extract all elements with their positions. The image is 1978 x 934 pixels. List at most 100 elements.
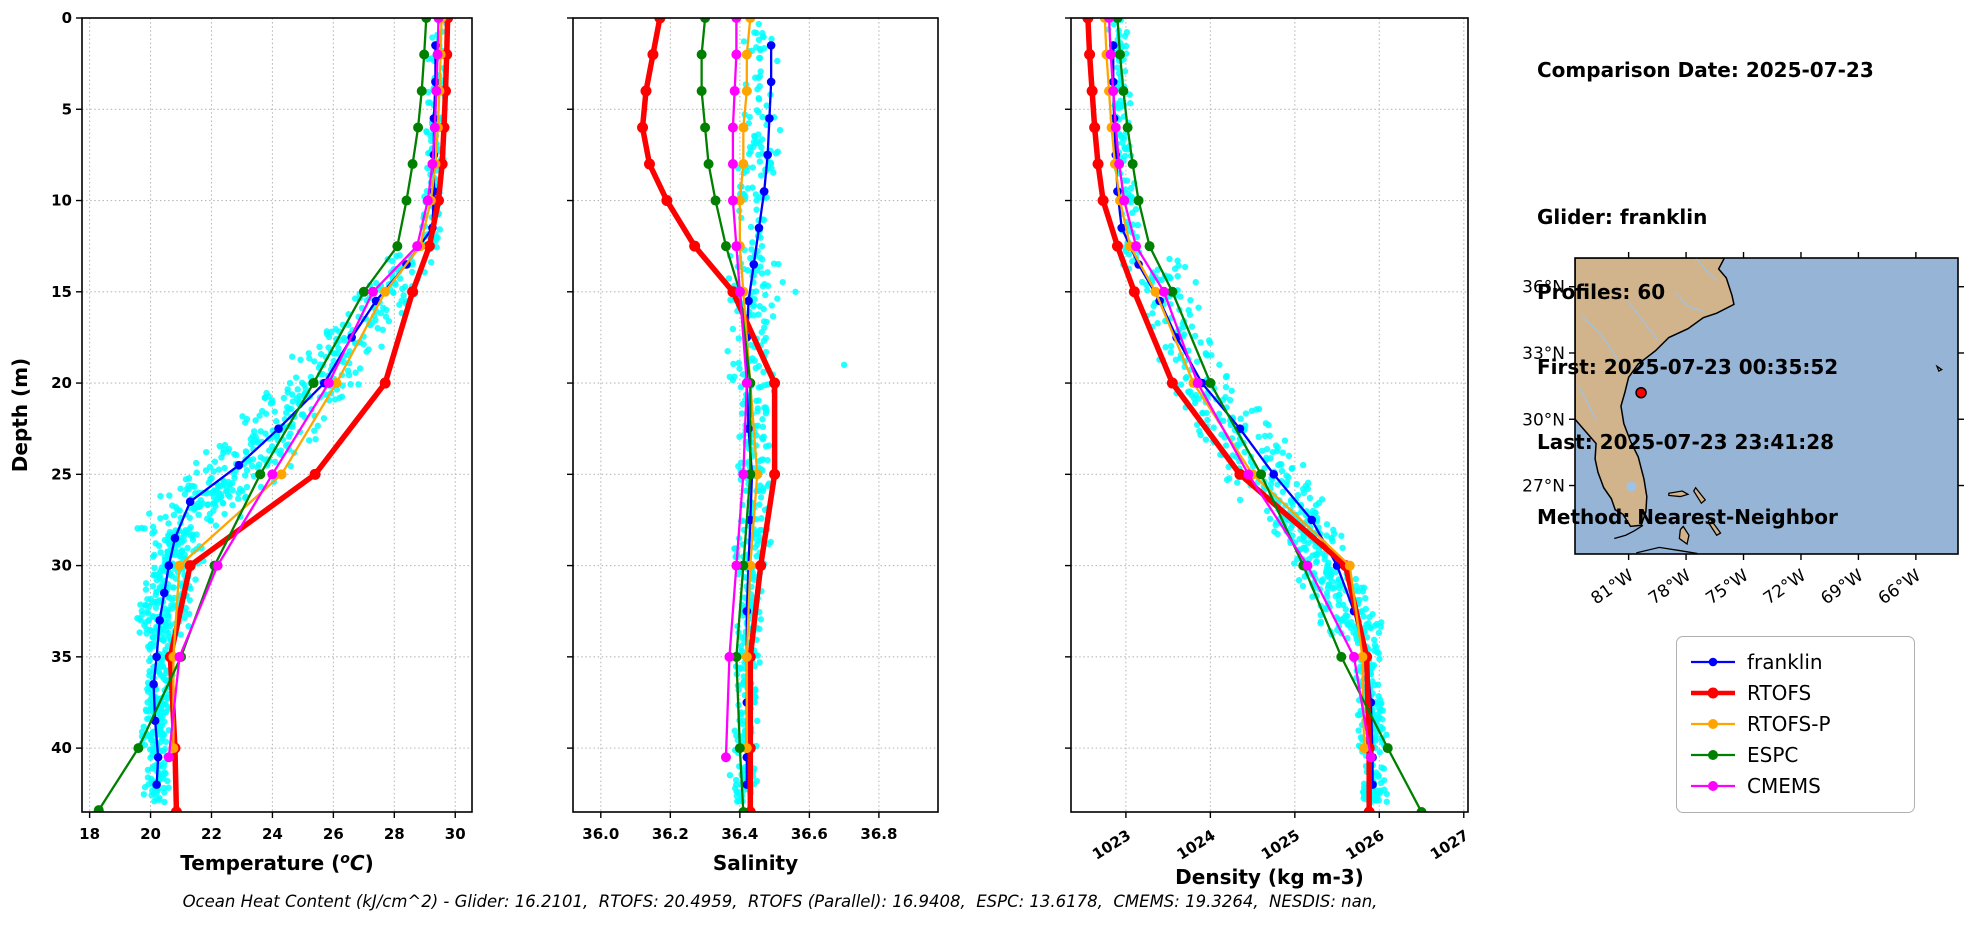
x-tick-label: 24 (262, 825, 283, 843)
coast-line (1636, 546, 1698, 554)
x-tick-label: 1026 (1342, 826, 1387, 863)
lat-tick-label: 33°N (1522, 344, 1565, 364)
legend-swatch-RTOFS (1691, 687, 1735, 698)
legend-label: CMEMS (1747, 773, 1821, 798)
ticks (1065, 17, 1465, 818)
x-tick-label: 36.8 (860, 825, 897, 843)
legend-swatch-CMEMS (1691, 780, 1735, 791)
series-RTOFS (1082, 18, 1375, 812)
y-axis-label: Depth (m) (8, 358, 32, 472)
legend-label: ESPC (1747, 742, 1799, 767)
river (1674, 290, 1707, 313)
legend-label: franklin (1747, 649, 1823, 674)
legend-item-RTOFS: RTOFS (1689, 677, 1914, 708)
lat-tick-label: 30°N (1522, 410, 1565, 430)
map-inset: 81°W 78°W 75°W 72°W 69°W 66°W36°N33°N30°N27°N (1522, 252, 1964, 609)
island (1692, 486, 1707, 505)
river (1695, 258, 1718, 281)
grid (82, 17, 472, 812)
axes-frame (572, 17, 939, 813)
info-spacer (1537, 133, 1874, 155)
series-CMEMS (163, 18, 444, 763)
y-tick-label: 30 (51, 557, 72, 575)
grid (1071, 17, 1468, 812)
island (1935, 364, 1943, 373)
comparison-date: Comparison Date: 2025-07-23 (1537, 58, 1874, 82)
scatter-density (1105, 18, 1391, 806)
x-tick-label: 26 (323, 825, 344, 843)
x-tick-label: 1023 (1089, 826, 1134, 863)
axes-frame (81, 17, 473, 813)
legend-item-CMEMS: CMEMS (1689, 770, 1914, 801)
method-line: Method: Nearest-Neighbor (1537, 505, 1838, 529)
profiles-line: Profiles: 60 (1537, 280, 1666, 304)
legend-swatch-ESPC (1691, 749, 1735, 760)
legend-label: RTOFS (1747, 680, 1812, 705)
map-area (1575, 258, 1958, 554)
lake (1626, 481, 1637, 492)
ticks (567, 17, 880, 818)
legend-swatch-franklin (1691, 657, 1735, 666)
series-RTOFS-P (1099, 18, 1370, 754)
legend-item-franklin: franklin (1689, 646, 1914, 677)
series-ESPC (696, 18, 756, 812)
axes-frame (1070, 17, 1469, 813)
x-axis-label: Temperature (oC) (180, 851, 373, 875)
lon-tick-label: 66°W (1875, 566, 1925, 609)
plot-density: 1023 1024 1025 1026 1027 Density (kg m-3) (1065, 17, 1472, 889)
coast-line (1614, 524, 1644, 540)
map-ticks (1569, 252, 1964, 560)
x-tick-label: 22 (201, 825, 222, 843)
first-profile-line: First: 2025-07-23 00:35:52 (1537, 355, 1839, 379)
last-profile-line: Last: 2025-07-23 23:41:28 (1537, 430, 1835, 454)
glider-line: Glider: franklin (1537, 205, 1708, 229)
scatter-temperature (134, 18, 450, 806)
series-CMEMS (720, 18, 752, 763)
ohc-caption: Ocean Heat Content (kJ/cm^2) - Glider: 1… (182, 892, 1378, 911)
legend-swatch-RTOFS-P (1691, 718, 1735, 729)
x-tick-label: 36.2 (652, 825, 689, 843)
x-axis-label: Density (kg m-3) (1175, 865, 1364, 889)
y-tick-label: 10 (51, 192, 72, 210)
y-tick-label: 25 (51, 465, 72, 483)
river (1580, 314, 1627, 374)
y-tick-label: 40 (51, 739, 72, 757)
plot-salinity: 36.0 36.2 36.4 36.6 36.8 Salinity (567, 17, 939, 875)
y-tick-label: 15 (51, 283, 72, 301)
x-tick-label: 36.4 (721, 825, 758, 843)
glider-location-marker (1635, 386, 1647, 399)
x-tick-label: 1027 (1427, 826, 1472, 863)
y-tick-label: 0 (62, 9, 72, 27)
legend-item-ESPC: ESPC (1689, 739, 1914, 770)
river (1628, 301, 1658, 341)
x-tick-label: 1024 (1174, 826, 1219, 863)
x-tick-label: 36.6 (791, 825, 828, 843)
series-CMEMS (1104, 18, 1376, 763)
lat-tick-label: 36°N (1522, 278, 1565, 298)
legend: franklin RTOFS RTOFS-P ESPC CMEMS (1676, 636, 1915, 813)
lat-tick-label: 27°N (1522, 477, 1565, 497)
info-panel: Comparison Date: 2025-07-23 Glider: fran… (1537, 8, 1874, 580)
river (1578, 385, 1597, 421)
legend-item-RTOFS-P: RTOFS-P (1689, 708, 1914, 739)
island (1707, 517, 1722, 537)
ticks (76, 17, 456, 818)
x-tick-label: 36.0 (582, 825, 619, 843)
x-axis-label: Salinity (713, 851, 798, 875)
y-tick-label: 5 (62, 100, 72, 118)
x-tick-label: 18 (79, 825, 100, 843)
map-frame (1574, 257, 1959, 555)
x-tick-label: 30 (445, 825, 466, 843)
series-franklin (1108, 41, 1377, 789)
coastline-land (1575, 258, 1735, 528)
y-tick-label: 20 (51, 374, 72, 392)
x-tick-label: 1025 (1258, 826, 1303, 863)
grid (573, 17, 938, 812)
plot-temperature: 18 20 22 24 26 28 30 0 5 10 15 20 25 30 35 40 Temperatur… (8, 9, 473, 875)
island (1678, 525, 1690, 546)
x-tick-label: 20 (140, 825, 161, 843)
series-ESPC (1112, 18, 1427, 812)
y-tick-label: 35 (51, 648, 72, 666)
